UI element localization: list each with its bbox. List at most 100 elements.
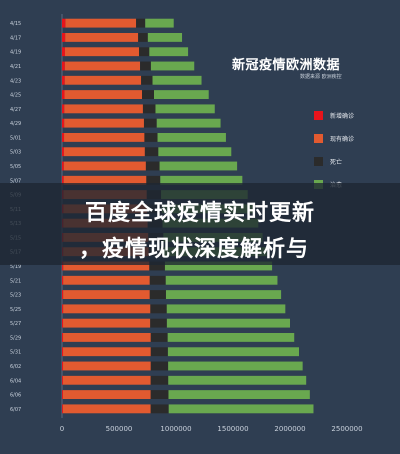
bar-segment-2 [142, 90, 154, 99]
y-tick-label: 6/07 [10, 407, 21, 413]
bar-segment-2 [142, 104, 156, 114]
bar-segment-2 [144, 147, 159, 157]
bar-segment-2 [143, 118, 157, 128]
x-tick-label: 500000 [106, 425, 133, 433]
bar-segment-1 [63, 147, 145, 157]
y-tick-label: 5/03 [10, 150, 21, 156]
bar-segment-2 [138, 33, 148, 42]
bar-segment-0 [62, 304, 64, 314]
y-tick-label: 5/01 [10, 135, 21, 141]
headline-line-1: 百度全球疫情实时更新 [84, 201, 315, 226]
bar-segment-0 [62, 118, 65, 128]
bar-segment-0 [62, 133, 65, 142]
y-tick-label: 4/25 [10, 93, 21, 99]
x-tick-label: 2000000 [274, 425, 305, 433]
bar-segment-1 [65, 18, 137, 28]
bar-segment-3 [147, 33, 183, 42]
bar-segment-3 [167, 347, 300, 357]
legend-item-current: 现有确诊 [314, 133, 354, 143]
bar-segment-0 [62, 333, 64, 342]
y-tick-label: 4/15 [10, 21, 21, 27]
y-tick-label: 4/17 [10, 35, 21, 41]
bar-segment-2 [150, 361, 169, 371]
bar-segment-1 [64, 133, 145, 142]
bar-segment-2 [139, 47, 150, 57]
bar-segment-1 [65, 33, 139, 42]
x-tick-label: 1500000 [217, 425, 248, 433]
bar-segment-3 [165, 275, 278, 285]
bar-segment-2 [150, 347, 168, 357]
bar-segment-2 [140, 61, 151, 71]
bar-segment-0 [62, 390, 63, 399]
bar-segment-0 [62, 47, 65, 57]
bar-segment-2 [146, 175, 161, 185]
legend-swatch-current [314, 133, 323, 143]
chart-title: 新冠疫情欧洲数据 [232, 58, 341, 73]
bar-segment-1 [63, 261, 150, 271]
y-tick-label: 5/31 [10, 350, 21, 356]
bar-segment-3 [165, 290, 282, 299]
bar-segment-0 [62, 33, 66, 42]
bar-segment-1 [64, 75, 142, 85]
x-tick-label: 1000000 [160, 425, 191, 433]
bar-segment-0 [62, 61, 65, 71]
bar-segment-3 [152, 75, 202, 85]
bar-segment-0 [62, 261, 64, 271]
y-tick-label: 6/06 [10, 393, 21, 399]
y-tick-label: 4/19 [10, 50, 21, 56]
headline-line-2: ，疫情现状深度解析与 [78, 237, 309, 262]
bar-segment-2 [150, 390, 169, 399]
bar-segment-2 [144, 133, 158, 142]
bar-segment-1 [64, 90, 143, 99]
bar-segment-1 [64, 61, 141, 71]
y-tick-label: 4/21 [10, 64, 21, 70]
legend-label-current: 现有确诊 [330, 135, 355, 143]
bar-segment-1 [62, 404, 151, 414]
bar-segment-1 [63, 161, 146, 171]
y-tick-label: 5/05 [10, 164, 21, 170]
legend-item-deaths: 死亡 [314, 156, 354, 166]
bar-segment-0 [62, 375, 63, 385]
legend-label-deaths: 死亡 [330, 158, 343, 166]
bar-segment-3 [150, 61, 195, 71]
bar-segment-0 [62, 347, 64, 357]
legend-item-new: 新增确诊 [314, 110, 354, 120]
bar-segment-2 [150, 318, 167, 328]
bar-segment-3 [155, 104, 215, 114]
bar-segment-2 [136, 18, 146, 28]
bar-segment-3 [153, 90, 209, 99]
bar-segment-1 [63, 333, 151, 342]
bar-segment-0 [62, 175, 64, 185]
bar-segment-3 [166, 318, 290, 328]
y-tick-label: 5/27 [10, 321, 21, 327]
bar-segment-3 [149, 47, 189, 57]
y-tick-label: 4/23 [10, 78, 21, 84]
y-tick-label: 5/23 [10, 293, 21, 299]
bar-segment-0 [62, 104, 65, 114]
chart-subtitle: 数据来源 欧洲疾控 [300, 74, 342, 80]
y-tick-label: 4/29 [10, 121, 21, 127]
bar-segment-3 [168, 361, 303, 371]
y-tick-label: 4/27 [10, 107, 21, 113]
y-tick-label: 5/21 [10, 278, 21, 284]
legend-swatch-deaths [314, 156, 323, 166]
bar-segment-1 [63, 275, 150, 285]
bar-segment-3 [166, 304, 286, 314]
bar-segment-1 [63, 318, 151, 328]
bar-segment-1 [63, 361, 151, 371]
bar-segment-2 [145, 161, 160, 171]
bar-segment-3 [157, 133, 226, 142]
y-tick-label: 6/02 [10, 364, 21, 370]
x-tick-label: 2500000 [331, 425, 362, 433]
bar-segment-2 [150, 404, 169, 414]
bar-segment-0 [62, 404, 63, 414]
bar-segment-0 [62, 147, 64, 157]
y-tick-label: 5/07 [10, 178, 21, 184]
bar-segment-1 [64, 104, 143, 114]
bar-segment-3 [145, 18, 174, 28]
bar-segment-3 [167, 333, 295, 342]
bar-segment-0 [62, 18, 66, 28]
bar-segment-3 [164, 261, 273, 271]
bar-segment-1 [63, 347, 151, 357]
